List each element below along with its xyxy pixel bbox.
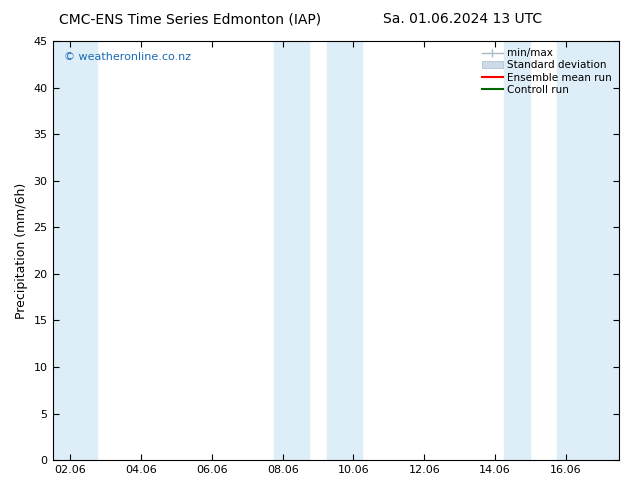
Y-axis label: Precipitation (mm/6h): Precipitation (mm/6h) [15,182,28,318]
Bar [53,41,97,460]
Bar [504,41,531,460]
Bar [557,41,619,460]
Bar [327,41,362,460]
Legend: min/max, Standard deviation, Ensemble mean run, Controll run: min/max, Standard deviation, Ensemble me… [478,44,616,99]
Text: Sa. 01.06.2024 13 UTC: Sa. 01.06.2024 13 UTC [384,12,542,26]
Text: © weatheronline.co.nz: © weatheronline.co.nz [64,51,191,62]
Text: CMC-ENS Time Series Edmonton (IAP): CMC-ENS Time Series Edmonton (IAP) [59,12,321,26]
Bar [274,41,309,460]
